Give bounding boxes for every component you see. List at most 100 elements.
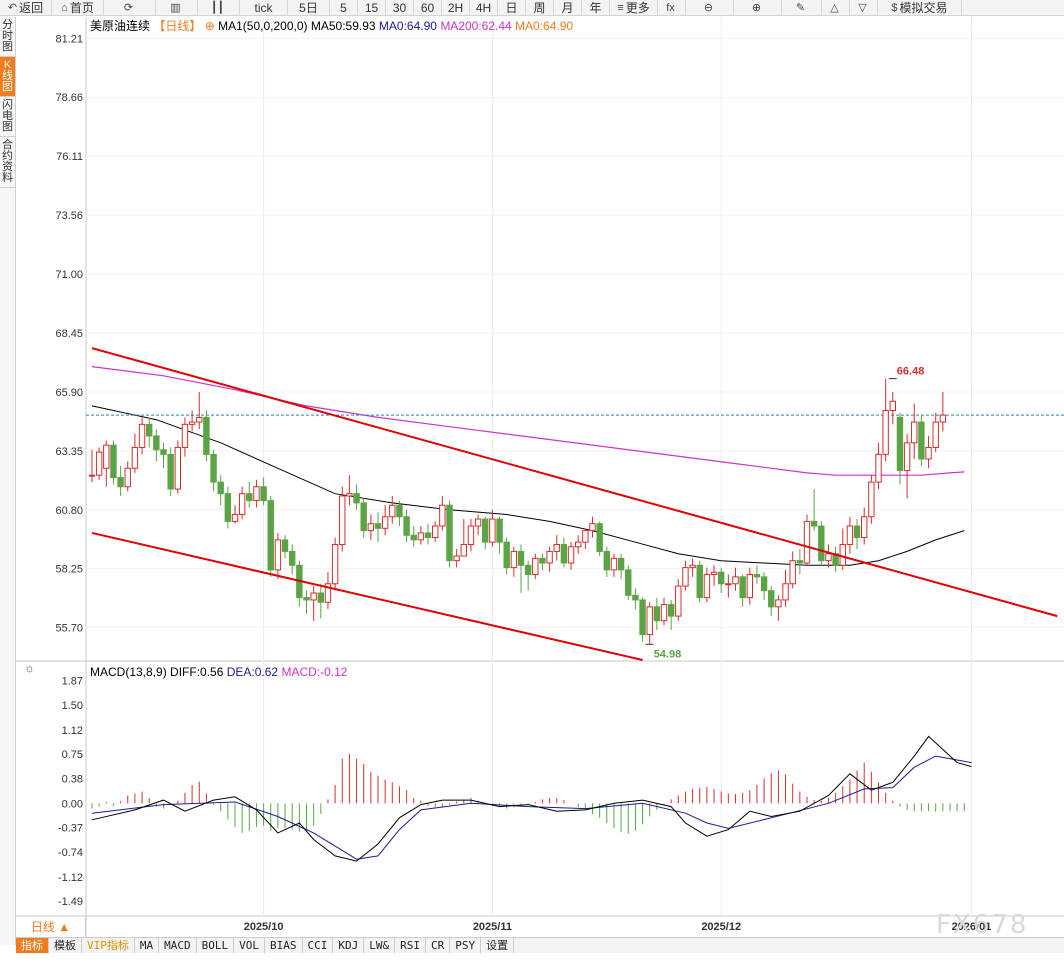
indicator-tab-8[interactable]: CCI — [303, 938, 334, 953]
indicator-tab-bar: 指标 模板 VIP指标 MA MACD BOLL VOL BIAS CCI KDJ LW& RSI CR… — [16, 937, 1064, 953]
toolbar-item-22[interactable]: △ — [822, 0, 850, 16]
toolbar-label: 模拟交易 — [899, 0, 948, 15]
candle — [131, 446, 139, 469]
y-tick-label: 71.00 — [55, 269, 83, 281]
indicator-tab-1[interactable]: 模板 — [49, 938, 82, 953]
top-toolbar: ↶ 返回 ⌂ 首页 ⟳ ▥ ┃┃ tick 5日 5 15 30 60 2H 4H 日周月年 ≡ 更多 fx ⊖ ⊕ ✎ △… — [0, 0, 1064, 16]
period-selector-button[interactable]: 日线 ▲ — [16, 918, 86, 936]
toolbar-item-18[interactable]: fx — [658, 0, 686, 16]
toolbar-item-15[interactable]: 月 — [554, 0, 582, 16]
candle — [253, 486, 260, 502]
indicator-tab-9[interactable]: KDJ — [333, 938, 365, 953]
candle — [653, 606, 661, 622]
candle — [281, 539, 289, 552]
y-tick-label: 58.25 — [55, 564, 83, 576]
candle — [210, 453, 217, 483]
diff-line — [91, 735, 972, 862]
toolbar-item-8[interactable]: 15 — [358, 0, 386, 16]
toolbar-item-2[interactable]: ⟳ — [104, 0, 156, 16]
candle — [918, 421, 925, 460]
indicator-tab-7[interactable]: BIAS — [265, 938, 303, 953]
toolbar-item-12[interactable]: 4H — [470, 0, 498, 16]
toolbar-item-16[interactable]: 年 — [582, 0, 610, 16]
toolbar-item-24[interactable]: $ 模拟交易 — [878, 0, 962, 16]
toolbar-item-23[interactable]: ▽ — [850, 0, 878, 16]
macd-settings-icon[interactable]: ☼ — [24, 661, 35, 675]
candle — [331, 543, 339, 585]
indicator-tab-3[interactable]: MA — [135, 938, 160, 953]
candle — [231, 513, 239, 522]
toolbar-label: 15 — [364, 0, 379, 15]
toolbar-item-9[interactable]: 30 — [386, 0, 414, 16]
zoom-out-icon: ⊖ — [703, 1, 714, 14]
fx-formula-icon: fx — [666, 1, 675, 14]
candle — [746, 574, 753, 599]
candle — [317, 592, 325, 603]
legend-item: 【日线】 — [153, 19, 201, 33]
candle — [174, 446, 182, 490]
toolbar-label: 4H — [475, 0, 492, 15]
indicator-tab-11[interactable]: RSI — [395, 938, 426, 953]
indicator-tab-6[interactable]: VOL — [234, 938, 265, 953]
toolbar-item-7[interactable]: 5 — [330, 0, 358, 16]
indicator-tab-10[interactable]: LW& — [364, 938, 396, 953]
y-tick-label: 65.90 — [55, 387, 83, 399]
toolbar-item-20[interactable]: ⊕ — [734, 0, 782, 16]
toolbar-item-4[interactable]: ┃┃ — [198, 0, 240, 16]
settings-icon[interactable]: ⊕ — [205, 19, 215, 33]
candle — [374, 523, 382, 529]
candlestick-icon: ┃┃ — [210, 1, 225, 14]
sidebar-tab-3[interactable]: 合约资料 — [0, 137, 15, 188]
sidebar-tab-2[interactable]: 闪电图 — [0, 97, 15, 137]
toolbar-item-10[interactable]: 60 — [414, 0, 442, 16]
candle — [510, 550, 518, 569]
candle — [632, 594, 639, 601]
toolbar-item-5[interactable]: tick — [240, 0, 288, 16]
candle — [739, 576, 746, 599]
candle — [160, 449, 167, 455]
candle — [853, 525, 861, 539]
toolbar-item-14[interactable]: 周 — [526, 0, 554, 16]
toolbar-item-17[interactable]: ≡ 更多 — [610, 0, 658, 16]
legend-item: MA200:62.44 — [440, 19, 512, 33]
toolbar-item-13[interactable]: 日 — [498, 0, 526, 16]
indicator-tab-4[interactable]: MACD — [159, 938, 197, 953]
sidebar-tab-0[interactable]: 分时图 — [0, 17, 15, 57]
toolbar-item-11[interactable]: 2H — [442, 0, 470, 16]
toolbar-item-1[interactable]: ⌂ 首页 — [52, 0, 104, 16]
candle — [460, 543, 468, 557]
candle — [596, 523, 603, 552]
indicator-tab-12[interactable]: CR — [426, 938, 451, 953]
candle — [689, 564, 696, 569]
candle — [911, 421, 918, 444]
indicator-tab-5[interactable]: BOLL — [197, 938, 235, 953]
dollar-icon: $ — [891, 1, 898, 14]
macd-y-tick-label: 1.50 — [62, 700, 83, 712]
candle — [553, 543, 560, 552]
toolbar-item-0[interactable]: ↶ 返回 — [0, 0, 52, 16]
candle — [532, 557, 539, 576]
macd-y-tick-label: 0.38 — [62, 773, 83, 785]
y-tick-label: 68.45 — [55, 328, 83, 340]
candle — [646, 606, 653, 636]
indicator-tab-2[interactable]: VIP指标 — [82, 938, 135, 953]
candle — [753, 574, 761, 578]
candle — [932, 421, 939, 448]
candle — [360, 502, 367, 532]
sidebar-tab-1[interactable]: K线图 — [0, 57, 15, 97]
toolbar-item-19[interactable]: ⊖ — [686, 0, 734, 16]
macd-legend-item: MACD(13,8,9) — [90, 665, 167, 679]
candle — [110, 444, 117, 478]
indicator-tab-14[interactable]: 设置 — [481, 938, 515, 953]
toolbar-item-6[interactable]: 5日 — [288, 0, 330, 16]
macd-y-tick-label: -1.49 — [58, 896, 83, 908]
candle — [732, 576, 739, 585]
indicator-tab-0[interactable]: 指标 — [16, 938, 49, 953]
candle — [196, 416, 203, 423]
toolbar-item-21[interactable]: ✎ — [782, 0, 822, 16]
candle — [575, 541, 582, 548]
indicator-tab-13[interactable]: PSY — [450, 938, 482, 953]
candle — [546, 550, 553, 564]
toolbar-item-3[interactable]: ▥ — [156, 0, 198, 16]
